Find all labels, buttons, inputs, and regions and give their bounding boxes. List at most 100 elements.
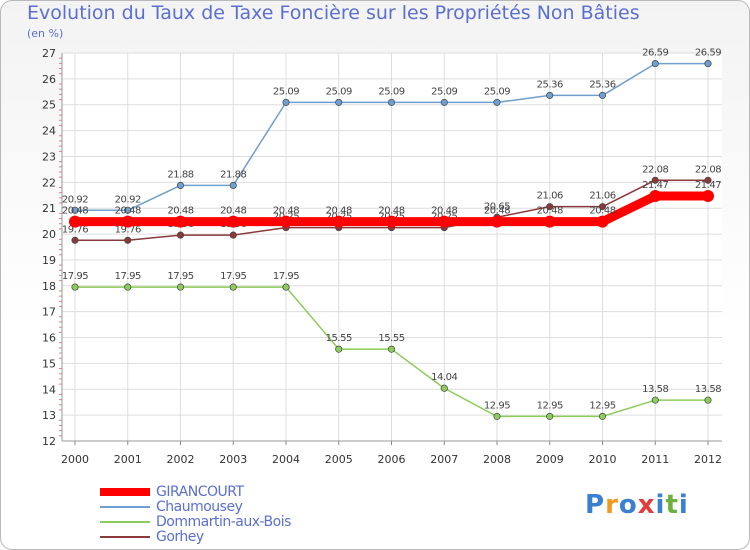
data-point-gorhey	[598, 203, 607, 211]
data-point-dommartin-aux-bois	[71, 283, 79, 291]
data-label-girancourt: 20.48	[167, 206, 193, 217]
legend-swatch	[100, 521, 150, 523]
data-label-dommartin-aux-bois: 12.95	[589, 400, 615, 411]
data-label-gorhey: 21.06	[589, 191, 615, 202]
y-tick-label: 22	[42, 176, 56, 189]
data-point-dommartin-aux-bois	[124, 283, 132, 291]
data-point-chaumousey	[440, 98, 448, 106]
data-point-gorhey	[176, 231, 185, 239]
x-tick-label: 2006	[378, 453, 406, 466]
data-label-gorhey: 20.65	[484, 201, 510, 212]
data-point-girancourt	[596, 215, 609, 228]
data-point-dommartin-aux-bois	[546, 412, 554, 420]
data-label-girancourt: 20.48	[220, 206, 246, 217]
y-tick-label: 16	[42, 332, 56, 345]
data-label-chaumousey: 21.88	[167, 169, 193, 180]
x-tick-label: 2005	[325, 453, 353, 466]
y-tick-label: 24	[42, 125, 56, 138]
data-point-girancourt	[280, 215, 292, 228]
x-tick-label: 2007	[430, 453, 458, 466]
data-point-chaumousey	[598, 91, 607, 99]
data-point-gorhey	[651, 176, 659, 184]
data-label-dommartin-aux-bois: 15.55	[378, 333, 404, 344]
data-point-chaumousey	[546, 91, 554, 99]
data-point-girancourt	[649, 190, 662, 203]
legend-swatch	[100, 506, 150, 508]
data-label-girancourt: 20.48	[62, 206, 88, 217]
data-label-chaumousey: 25.36	[537, 79, 563, 90]
data-label-chaumousey: 25.09	[484, 86, 510, 97]
x-tick-label: 2001	[114, 453, 142, 466]
data-label-dommartin-aux-bois: 13.58	[642, 384, 668, 395]
data-label-chaumousey: 20.92	[115, 194, 141, 205]
x-tick-label: 2003	[219, 453, 247, 466]
data-point-girancourt	[491, 215, 503, 228]
data-label-dommartin-aux-bois: 13.58	[695, 384, 721, 395]
y-tick-label: 21	[42, 202, 56, 215]
y-tick-label: 17	[42, 306, 56, 319]
logo-letter: o	[618, 490, 638, 520]
data-point-girancourt	[174, 215, 187, 228]
x-tick-label: 2002	[167, 453, 195, 466]
legend-swatch	[100, 488, 150, 496]
data-label-dommartin-aux-bois: 17.95	[273, 271, 299, 282]
data-point-chaumousey	[387, 98, 396, 106]
data-point-chaumousey	[124, 206, 132, 214]
data-point-dommartin-aux-bois	[598, 412, 607, 420]
data-point-dommartin-aux-bois	[229, 283, 237, 291]
legend-swatch	[100, 536, 150, 538]
y-tick-label: 14	[42, 383, 56, 396]
y-tick-label: 15	[42, 357, 56, 370]
data-label-dommartin-aux-bois: 17.95	[115, 271, 141, 282]
data-label-dommartin-aux-bois: 14.04	[431, 372, 457, 383]
data-label-girancourt: 21.47	[642, 180, 668, 191]
data-point-dommartin-aux-bois	[493, 412, 501, 420]
x-tick-label: 2004	[272, 453, 300, 466]
data-point-girancourt	[121, 215, 134, 228]
legend-label: Chaumousey	[156, 499, 243, 515]
chart-unit-label: (en %)	[27, 27, 64, 40]
chart-title: Evolution du Taux de Taxe Foncière sur l…	[27, 2, 640, 24]
data-label-chaumousey: 25.09	[326, 86, 352, 97]
data-label-gorhey: 19.76	[115, 224, 141, 235]
data-label-girancourt: 20.48	[378, 206, 404, 217]
data-point-chaumousey	[493, 98, 501, 106]
data-point-gorhey	[546, 203, 554, 211]
data-label-chaumousey: 25.09	[431, 86, 457, 97]
data-point-dommartin-aux-bois	[282, 283, 290, 291]
x-tick-label: 2011	[641, 453, 669, 466]
data-label-dommartin-aux-bois: 17.95	[220, 271, 246, 282]
x-tick-label: 2010	[589, 453, 617, 466]
y-tick-label: 27	[42, 47, 56, 60]
data-label-girancourt: 20.48	[115, 206, 141, 217]
data-point-chaumousey	[176, 181, 185, 189]
legend-label: Dommartin-aux-Bois	[156, 514, 291, 530]
data-label-chaumousey: 26.59	[695, 48, 721, 59]
data-point-girancourt	[385, 215, 398, 228]
logo-letter: i	[678, 490, 689, 520]
y-tick-label: 12	[42, 435, 56, 448]
data-point-chaumousey	[282, 98, 290, 106]
data-point-dommartin-aux-bois	[704, 396, 712, 404]
x-tick-label: 2008	[483, 453, 511, 466]
data-point-girancourt	[702, 190, 714, 203]
data-point-girancourt	[543, 215, 556, 228]
y-tick-label: 20	[42, 228, 56, 241]
data-label-chaumousey: 25.09	[378, 86, 404, 97]
y-tick-label: 23	[42, 150, 56, 163]
data-point-chaumousey	[71, 206, 79, 214]
x-tick-label: 2000	[61, 453, 89, 466]
data-point-girancourt	[227, 215, 240, 228]
y-tick-label: 25	[42, 99, 56, 112]
data-point-gorhey	[124, 236, 132, 244]
data-label-girancourt: 20.48	[326, 206, 352, 217]
data-point-chaumousey	[704, 60, 712, 68]
logo-letter: x	[637, 490, 656, 520]
data-point-gorhey	[71, 236, 79, 244]
data-point-girancourt	[438, 215, 451, 228]
data-point-girancourt	[332, 215, 345, 228]
y-tick-label: 13	[42, 409, 56, 422]
data-point-dommartin-aux-bois	[440, 384, 448, 392]
data-point-gorhey	[704, 176, 712, 184]
